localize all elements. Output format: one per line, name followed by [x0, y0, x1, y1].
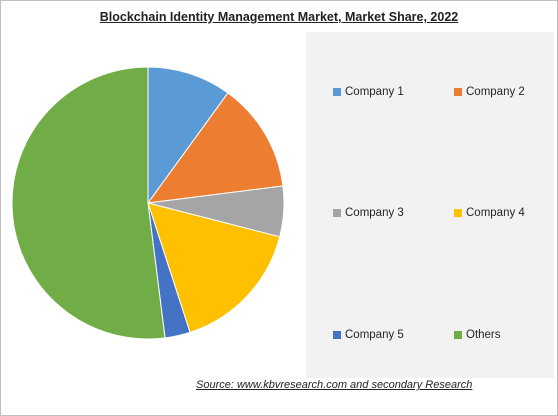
pie-slice-others — [11, 66, 166, 340]
legend-swatch — [333, 88, 341, 96]
legend-swatch — [454, 331, 462, 339]
legend-item-company-4: Company 4 — [454, 207, 525, 219]
legend-item-company-3: Company 3 — [333, 207, 404, 219]
legend-swatch — [454, 209, 462, 217]
legend-swatch — [333, 209, 341, 217]
legend-item-company-1: Company 1 — [333, 86, 404, 98]
chart-title: Blockchain Identity Management Market, M… — [99, 10, 459, 24]
pie-slice-company-4 — [147, 202, 281, 333]
source-note: Source: www.kbvresearch.com and secondar… — [196, 379, 473, 391]
legend-item-company-5: Company 5 — [333, 329, 404, 341]
legend-label: Company 3 — [345, 207, 404, 219]
legend-label: Company 5 — [345, 329, 404, 341]
legend — [306, 32, 554, 378]
legend-item-company-2: Company 2 — [454, 86, 525, 98]
legend-label: Company 2 — [466, 86, 525, 98]
legend-swatch — [454, 88, 462, 96]
legend-label: Company 4 — [466, 207, 525, 219]
legend-swatch — [333, 331, 341, 339]
legend-item-others: Others — [454, 329, 501, 341]
pie-slice-company-2 — [146, 92, 284, 204]
pie-slice-company-1 — [147, 66, 229, 205]
legend-label: Others — [466, 329, 501, 341]
legend-label: Company 1 — [345, 86, 404, 98]
